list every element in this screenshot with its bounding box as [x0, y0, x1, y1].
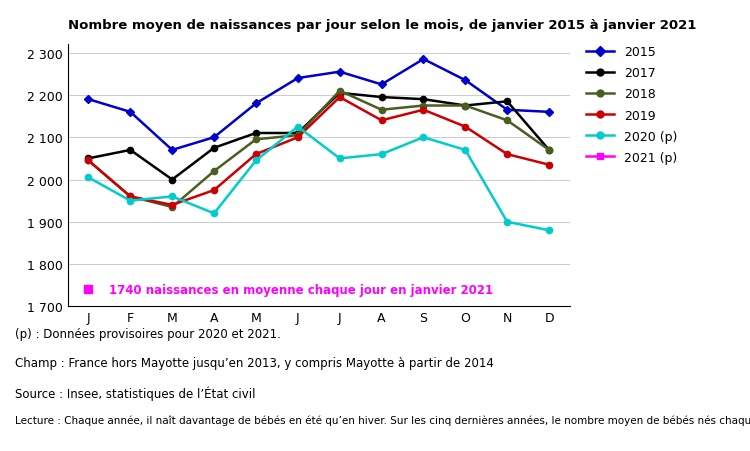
2017	[209, 146, 218, 151]
2018	[84, 158, 93, 164]
2019	[377, 118, 386, 124]
2019	[84, 158, 93, 164]
2020 (p)	[168, 194, 177, 200]
2019	[335, 95, 344, 101]
Text: Lecture : Chaque année, il naît davantage de bébés en été qu’en hiver. Sur les c: Lecture : Chaque année, il naît davantag…	[15, 415, 750, 425]
2019	[544, 163, 554, 168]
2015	[419, 57, 428, 63]
2019	[168, 202, 177, 208]
2018	[293, 133, 302, 138]
2017	[126, 148, 135, 153]
2019	[419, 108, 428, 113]
2020 (p)	[84, 175, 93, 181]
Text: Source : Insee, statistiques de l’État civil: Source : Insee, statistiques de l’État c…	[15, 386, 256, 400]
2015	[293, 76, 302, 82]
2019	[503, 152, 512, 157]
2020 (p)	[419, 135, 428, 141]
2019	[293, 135, 302, 141]
2018	[419, 104, 428, 109]
2017	[168, 177, 177, 183]
2017	[544, 148, 554, 153]
2018	[544, 148, 554, 153]
2017	[460, 104, 470, 109]
Line: 2017: 2017	[86, 91, 552, 183]
2015	[377, 83, 386, 88]
2015	[126, 110, 135, 115]
2015	[168, 148, 177, 153]
2020 (p)	[377, 152, 386, 157]
2017	[251, 131, 260, 136]
2015	[460, 78, 470, 84]
2017	[293, 131, 302, 136]
Text: Nombre moyen de naissances par jour selon le mois, de janvier 2015 à janvier 202: Nombre moyen de naissances par jour selo…	[68, 18, 696, 32]
2020 (p)	[293, 124, 302, 130]
2020 (p)	[503, 220, 512, 225]
Text: 1740 naissances en moyenne chaque jour en janvier 2021: 1740 naissances en moyenne chaque jour e…	[110, 283, 494, 296]
2017	[419, 97, 428, 103]
2018	[460, 104, 470, 109]
Line: 2018: 2018	[86, 88, 552, 211]
2020 (p)	[460, 148, 470, 153]
Line: 2020 (p): 2020 (p)	[86, 124, 552, 234]
2019	[251, 152, 260, 157]
Line: 2019: 2019	[86, 95, 552, 208]
2017	[503, 99, 512, 105]
2015	[209, 135, 218, 141]
2018	[335, 89, 344, 94]
Line: 2015: 2015	[86, 57, 552, 154]
2018	[251, 137, 260, 143]
Text: (p) : Données provisoires pour 2020 et 2021.: (p) : Données provisoires pour 2020 et 2…	[15, 327, 280, 340]
2018	[168, 205, 177, 210]
2020 (p)	[335, 156, 344, 162]
2018	[209, 169, 218, 175]
2015	[544, 110, 554, 115]
2015	[503, 108, 512, 113]
2020 (p)	[544, 228, 554, 234]
2020 (p)	[209, 211, 218, 216]
2017	[84, 156, 93, 162]
2019	[126, 194, 135, 200]
2018	[503, 118, 512, 124]
2018	[126, 194, 135, 200]
2020 (p)	[126, 198, 135, 204]
Text: Champ : France hors Mayotte jusqu’en 2013, y compris Mayotte à partir de 2014: Champ : France hors Mayotte jusqu’en 201…	[15, 356, 494, 369]
2017	[377, 95, 386, 101]
2019	[209, 188, 218, 193]
2019	[460, 124, 470, 130]
2015	[84, 97, 93, 103]
2015	[335, 70, 344, 75]
2015	[251, 101, 260, 107]
2017	[335, 91, 344, 97]
2020 (p)	[251, 158, 260, 164]
2018	[377, 108, 386, 113]
Legend: 2015, 2017, 2018, 2019, 2020 (p), 2021 (p): 2015, 2017, 2018, 2019, 2020 (p), 2021 (…	[586, 46, 677, 165]
